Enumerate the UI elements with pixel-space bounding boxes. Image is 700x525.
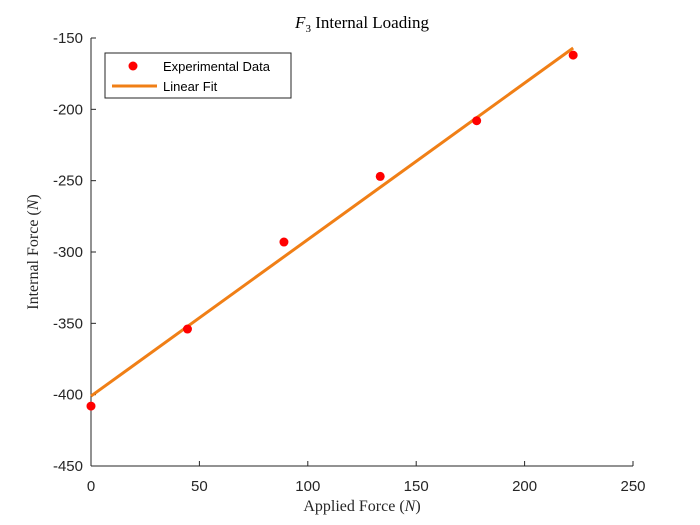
y-axis-label: Internal Force (N) xyxy=(25,194,42,310)
chart-title-subscript: 3 xyxy=(305,23,311,35)
plot-area: 0 50 100 150 200 250 -150 -200 -250 -300 -350 -400 -… xyxy=(53,30,646,495)
y-tick-label: -400 xyxy=(53,387,83,404)
data-point xyxy=(472,116,482,126)
data-point xyxy=(182,324,192,334)
data-point xyxy=(279,237,289,247)
y-tick-label: -200 xyxy=(53,101,83,118)
data-point xyxy=(375,171,385,181)
y-tick-label: -250 xyxy=(53,173,83,190)
x-axis-label-close: ) xyxy=(415,498,420,515)
x-tick-label: 200 xyxy=(512,478,537,495)
x-axis-label: Applied Force (N) xyxy=(303,498,420,515)
x-tick-label: 250 xyxy=(620,478,645,495)
y-tick-label: -350 xyxy=(53,315,83,332)
chart-title-base: F xyxy=(294,13,306,32)
data-point xyxy=(86,401,96,411)
y-tick-label: -300 xyxy=(53,244,83,261)
chart-title: F3 Internal Loading xyxy=(294,13,429,35)
y-axis-label-var: N xyxy=(25,198,42,211)
chart-title-rest: Internal Loading xyxy=(311,13,430,32)
x-tick-label: 0 xyxy=(87,478,95,495)
legend: Experimental Data Linear Fit xyxy=(104,52,292,99)
x-axis-label-text: Applied Force ( xyxy=(303,498,404,515)
x-tick-label: 50 xyxy=(191,478,208,495)
x-tick-label: 150 xyxy=(404,478,429,495)
x-tick-label: 100 xyxy=(295,478,320,495)
legend-label: Linear Fit xyxy=(163,79,218,94)
y-axis-label-text: Internal Force ( xyxy=(25,210,42,310)
fit-line xyxy=(90,46,575,398)
y-tick-label: -450 xyxy=(53,458,83,475)
legend-marker xyxy=(128,61,138,71)
data-point xyxy=(568,50,578,60)
legend-box xyxy=(104,52,292,99)
y-tick-label: -150 xyxy=(53,30,83,47)
x-axis-label-var: N xyxy=(404,498,417,515)
legend-label: Experimental Data xyxy=(163,59,271,74)
y-axis-label-close: ) xyxy=(25,194,42,199)
